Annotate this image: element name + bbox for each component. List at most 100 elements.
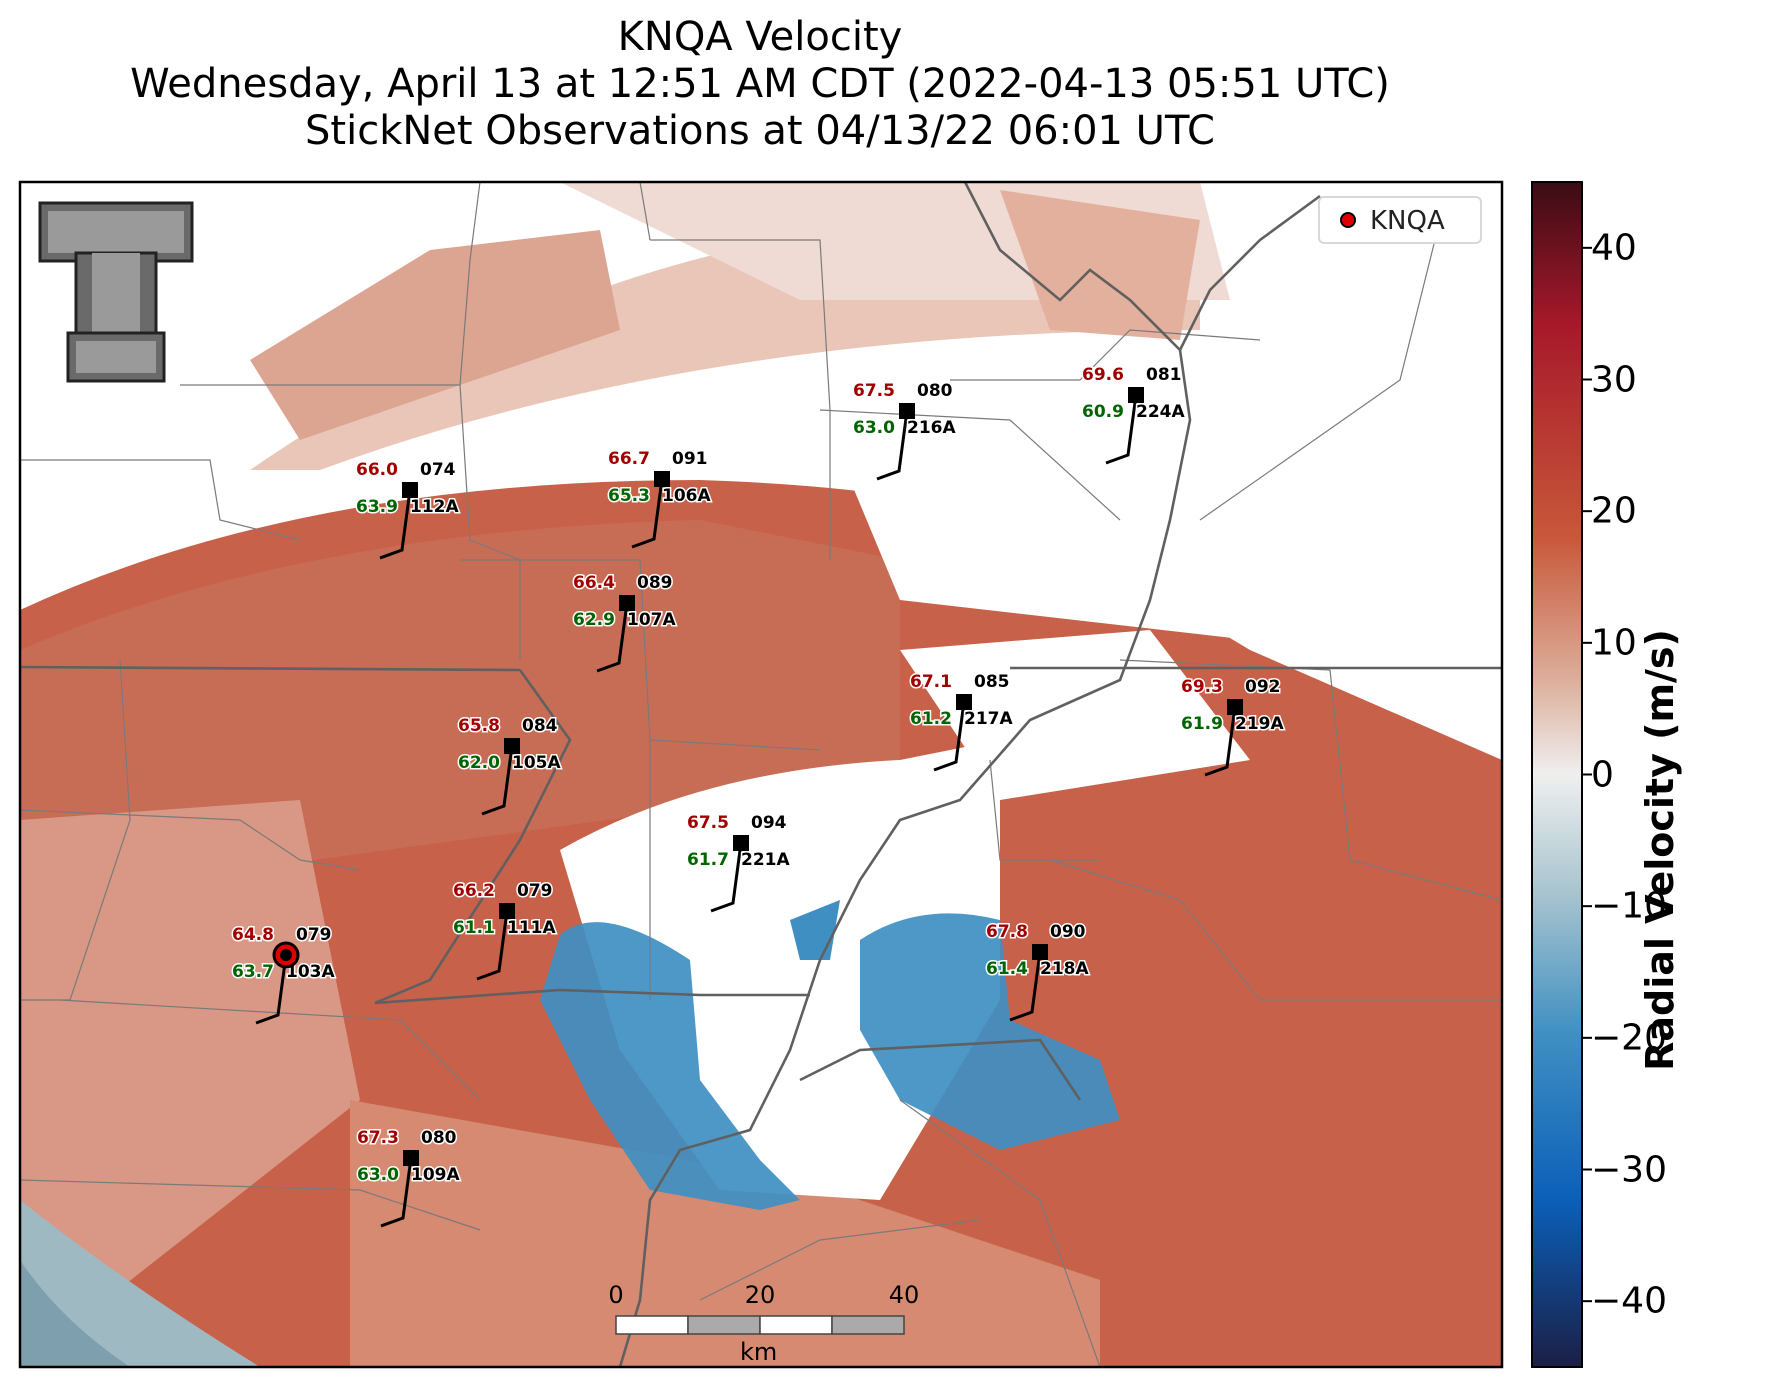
station-id: 112A bbox=[410, 497, 459, 517]
station-temperature: 66.0 bbox=[356, 460, 398, 480]
wind-barb bbox=[631, 478, 664, 549]
station-wind-direction: 085 bbox=[974, 672, 1010, 692]
station-wind-direction: 090 bbox=[1050, 922, 1086, 942]
station-dewpoint: 60.9 bbox=[1082, 402, 1124, 422]
colorbar-tick-label: −30 bbox=[1591, 1149, 1667, 1190]
wind-barb bbox=[1204, 706, 1237, 777]
texas-tech-double-t-logo bbox=[38, 201, 194, 383]
station-wind-direction: 074 bbox=[420, 460, 456, 480]
wind-barb bbox=[476, 910, 509, 981]
station-wind-direction: 080 bbox=[917, 381, 953, 401]
station-temperature: 66.4 bbox=[573, 573, 615, 593]
station-temperature: 67.3 bbox=[357, 1128, 399, 1148]
station-219A: 69.3 092 61.9 219A bbox=[1180, 676, 1286, 777]
scale-label-20: 20 bbox=[744, 1281, 776, 1309]
station-111A: 66.2 079 61.1 111A bbox=[452, 880, 558, 981]
station-wind-direction: 084 bbox=[522, 716, 558, 736]
radar-site-icon bbox=[1340, 212, 1356, 228]
wind-barb bbox=[1009, 951, 1042, 1022]
station-wind-direction: 092 bbox=[1245, 677, 1281, 697]
colorbar-tick-label: 30 bbox=[1591, 359, 1637, 400]
station-marker bbox=[733, 835, 749, 851]
scale-bar bbox=[615, 1315, 905, 1335]
colorbar-tick-label: 10 bbox=[1591, 622, 1637, 664]
scale-label-0: 0 bbox=[608, 1281, 624, 1309]
station-temperature: 67.5 bbox=[853, 381, 895, 401]
wind-barb bbox=[255, 954, 288, 1025]
legend-label: KNQA bbox=[1370, 206, 1445, 236]
title-line-radar: KNQA Velocity bbox=[617, 14, 903, 60]
station-temperature: 65.8 bbox=[458, 716, 500, 736]
station-wind-direction: 079 bbox=[296, 925, 332, 945]
station-dewpoint: 63.0 bbox=[357, 1165, 399, 1185]
wind-barb bbox=[876, 410, 909, 481]
station-112A: 66.0 074 63.9 112A bbox=[355, 459, 461, 560]
station-103A: 64.8 079 63.7 103A bbox=[231, 924, 337, 1025]
station-temperature: 67.5 bbox=[687, 813, 729, 833]
station-dewpoint: 61.4 bbox=[986, 959, 1028, 979]
station-dewpoint: 61.1 bbox=[453, 918, 495, 938]
station-wind-direction: 080 bbox=[421, 1128, 457, 1148]
station-wind-direction: 081 bbox=[1146, 365, 1182, 385]
radar-echoes bbox=[20, 182, 1502, 1367]
station-107A: 66.4 089 62.9 107A bbox=[572, 572, 678, 673]
station-marker bbox=[1128, 387, 1144, 403]
station-dewpoint: 62.9 bbox=[573, 610, 615, 630]
station-216A: 67.5 080 63.0 216A bbox=[852, 380, 958, 481]
colorbar-tick-label: −10 bbox=[1591, 885, 1667, 927]
station-marker bbox=[654, 471, 670, 487]
station-marker bbox=[402, 482, 418, 498]
station-dewpoint: 63.9 bbox=[356, 497, 398, 517]
wind-barb bbox=[379, 489, 412, 560]
colorbar-tick-label: 0 bbox=[1591, 754, 1614, 795]
station-105A: 65.8 084 62.0 105A bbox=[457, 715, 563, 816]
station-id: 224A bbox=[1136, 402, 1185, 422]
station-id: 107A bbox=[627, 610, 676, 630]
station-id: 109A bbox=[411, 1165, 460, 1185]
station-temperature: 67.1 bbox=[910, 672, 952, 692]
colorbar bbox=[1531, 181, 1583, 1368]
wind-barb bbox=[380, 1157, 413, 1228]
station-id: 218A bbox=[1040, 959, 1089, 979]
station-dewpoint: 63.7 bbox=[232, 962, 274, 982]
station-wind-direction: 091 bbox=[672, 449, 708, 469]
station-id: 221A bbox=[741, 850, 790, 870]
station-218A: 67.8 090 61.4 218A bbox=[985, 921, 1091, 1022]
station-temperature: 66.2 bbox=[453, 881, 495, 901]
station-id: 111A bbox=[507, 918, 556, 938]
station-106A: 66.7 091 65.3 106A bbox=[607, 448, 713, 549]
station-marker bbox=[499, 903, 515, 919]
colorbar-tick-label: −20 bbox=[1591, 1017, 1667, 1059]
station-dewpoint: 62.0 bbox=[458, 753, 500, 773]
station-temperature: 67.8 bbox=[986, 922, 1028, 942]
station-id: 106A bbox=[662, 486, 711, 506]
station-dewpoint: 63.0 bbox=[853, 418, 895, 438]
station-marker bbox=[1227, 699, 1243, 715]
station-marker bbox=[956, 694, 972, 710]
station-dewpoint: 61.2 bbox=[910, 709, 952, 729]
station-temperature: 64.8 bbox=[232, 925, 274, 945]
map-title: KNQA Velocity Wednesday, April 13 at 12:… bbox=[0, 14, 1520, 155]
station-dewpoint: 61.9 bbox=[1181, 714, 1223, 734]
wind-barb bbox=[710, 842, 743, 913]
station-dewpoint: 61.7 bbox=[687, 850, 729, 870]
station-temperature: 69.6 bbox=[1082, 365, 1124, 385]
colorbar-tick-label: 20 bbox=[1591, 490, 1637, 532]
wind-barb bbox=[1105, 394, 1138, 465]
plot-frame bbox=[18, 180, 1504, 1369]
station-marker bbox=[1032, 944, 1048, 960]
station-wind-direction: 089 bbox=[637, 573, 673, 593]
stations: 66.0 074 63.9 112A 66.7 091 65.3 106A 67.5 080 63.… bbox=[231, 364, 1286, 1228]
legend: KNQA bbox=[1318, 196, 1482, 244]
station-id: 217A bbox=[964, 709, 1013, 729]
station-marker bbox=[899, 403, 915, 419]
title-line-obs: StickNet Observations at 04/13/22 06:01 … bbox=[305, 108, 1215, 154]
station-id: 103A bbox=[286, 962, 335, 982]
station-marker bbox=[504, 738, 520, 754]
station-marker bbox=[403, 1150, 419, 1166]
colorbar-tick-label: 40 bbox=[1591, 227, 1637, 269]
wind-barb bbox=[933, 701, 966, 772]
scale-label-40: 40 bbox=[888, 1281, 920, 1309]
radar-site-marker bbox=[272, 941, 300, 969]
